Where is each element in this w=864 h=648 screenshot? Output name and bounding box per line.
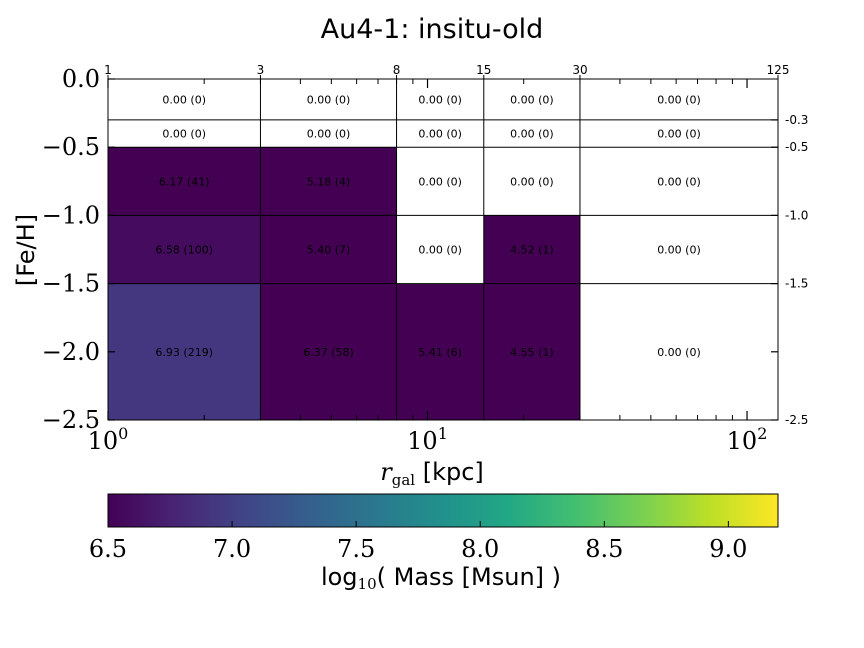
top-tick-label: 30 [572, 63, 587, 77]
heatmap-cell [483, 215, 580, 284]
right-tick-label: -1.0 [785, 208, 808, 222]
cell-label: 0.00 (0) [162, 128, 206, 141]
y-axis-label: [Fe/H] [12, 214, 40, 286]
x-tick-label: 101 [407, 424, 448, 455]
y-tick-label: −1.5 [42, 270, 100, 298]
cell-label: 0.00 (0) [657, 346, 701, 359]
top-tick-label: 8 [393, 63, 401, 77]
cell-label: 0.00 (0) [418, 244, 462, 257]
heatmap-cell [483, 283, 580, 420]
colorbar-tick-label: 6.5 [89, 535, 127, 563]
y-tick-label: 0.0 [62, 65, 100, 93]
cell-label: 4.55 (1) [510, 346, 554, 359]
cell-label: 0.00 (0) [657, 175, 701, 188]
cell-label: 5.18 (4) [307, 175, 351, 188]
colorbar-tick-label: 7.5 [337, 535, 375, 563]
right-tick-label: -0.5 [785, 140, 808, 154]
y-tick-label: −1.0 [42, 201, 100, 229]
cell-label: 6.58 (100) [155, 244, 213, 257]
colorbar-tick-label: 9.0 [709, 535, 747, 563]
cell-label: 0.00 (0) [657, 128, 701, 141]
heatmap-cell [108, 283, 261, 420]
chart-title: Au4-1: insitu-old [321, 14, 544, 45]
right-tick-label: -0.3 [785, 113, 808, 127]
plot-frame [107, 78, 779, 421]
colorbar-tick-label: 8.0 [461, 535, 499, 563]
cell-label: 6.37 (58) [303, 346, 354, 359]
cell-label: 6.17 (41) [159, 175, 210, 188]
cell-label: 0.00 (0) [657, 93, 701, 106]
heatmap-cell [108, 147, 261, 216]
x-axis-label: rgal [kpc] [380, 458, 484, 489]
cell-label: 5.40 (7) [307, 244, 351, 257]
cell-label: 0.00 (0) [510, 128, 554, 141]
cell-label: 0.00 (0) [510, 175, 554, 188]
right-tick-label: -2.5 [785, 413, 808, 427]
heatmap-cell [260, 147, 397, 216]
cell-label: 4.52 (1) [510, 244, 554, 257]
top-tick-label: 15 [476, 63, 491, 77]
cell-label: 0.00 (0) [418, 175, 462, 188]
y-tick-label: −2.0 [42, 338, 100, 366]
x-tick-label: 102 [727, 424, 768, 455]
top-tick-label: 1 [104, 63, 112, 77]
top-tick-label: 125 [767, 63, 790, 77]
heatmap-cell [260, 215, 397, 284]
cell-label: 0.00 (0) [162, 93, 206, 106]
top-tick-label: 3 [257, 63, 265, 77]
y-tick-label: −0.5 [42, 133, 100, 161]
cell-label: 5.41 (6) [418, 346, 462, 359]
heatmap-cell [108, 215, 261, 284]
cell-label: 0.00 (0) [307, 128, 351, 141]
heatmap-cell [260, 283, 397, 420]
cell-label: 0.00 (0) [657, 244, 701, 257]
cell-label: 0.00 (0) [307, 93, 351, 106]
colorbar [107, 493, 779, 528]
x-tick-label: 100 [88, 424, 129, 455]
colorbar-tick-label: 8.5 [585, 535, 623, 563]
cell-label: 6.93 (219) [155, 346, 213, 359]
cell-label: 0.00 (0) [418, 93, 462, 106]
heatmap-cell [396, 283, 484, 420]
cell-label: 0.00 (0) [510, 93, 554, 106]
y-tick-label: −2.5 [42, 406, 100, 434]
colorbar-label: log10( Mass [Msun] ) [321, 563, 561, 593]
cell-label: 0.00 (0) [418, 128, 462, 141]
colorbar-tick-label: 7.0 [213, 535, 251, 563]
right-tick-label: -1.5 [785, 277, 808, 291]
